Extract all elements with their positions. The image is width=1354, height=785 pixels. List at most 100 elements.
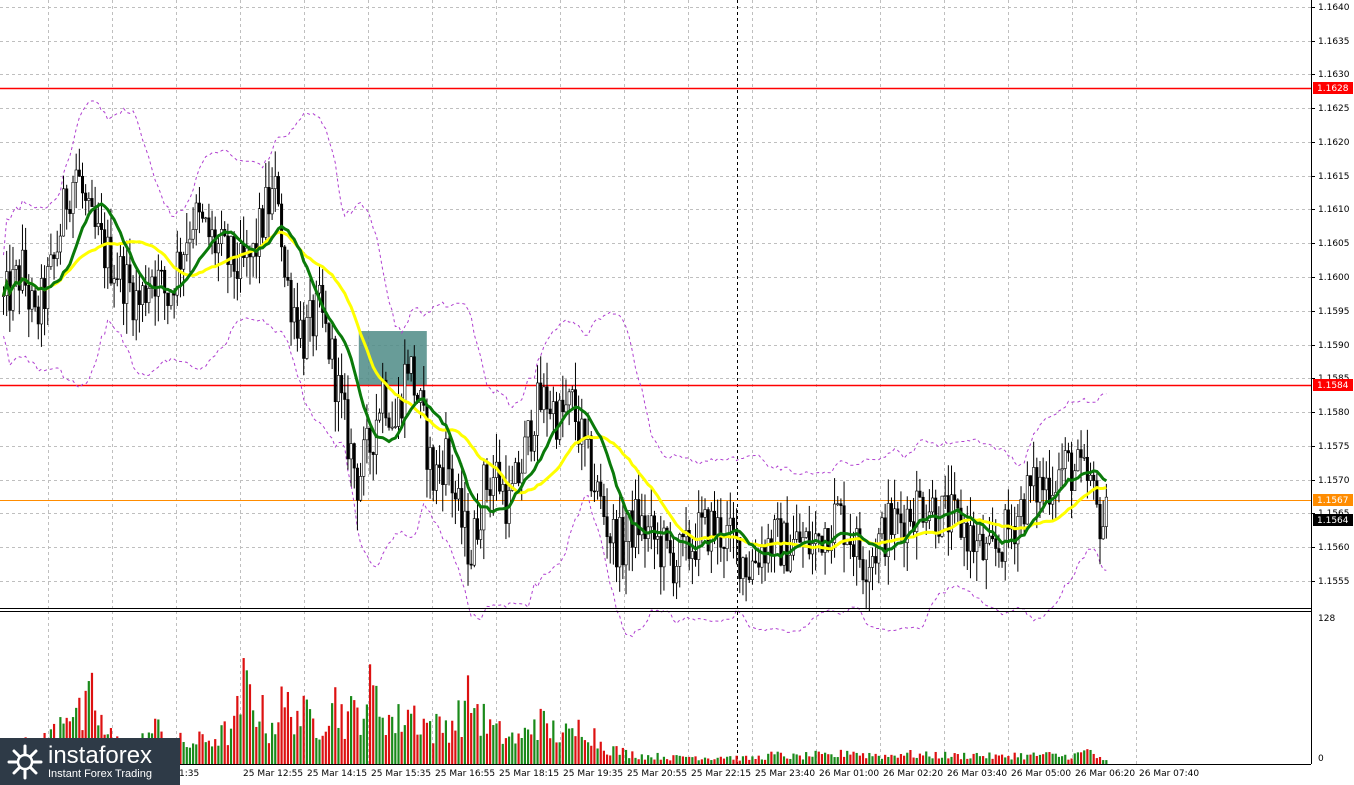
bull-candle [305, 317, 309, 359]
time-tick-label: 26 Mar 07:40 [1139, 769, 1199, 779]
volume-bar [422, 718, 425, 764]
bear-candle [1000, 552, 1004, 562]
bear-candle [131, 282, 135, 321]
volume-bar [1079, 752, 1083, 764]
volume-bar [258, 721, 261, 764]
volume-bar [1051, 753, 1054, 764]
bear-candle [1066, 450, 1070, 454]
bear-candle [163, 269, 167, 294]
bull-candle [728, 517, 732, 526]
time-tick-label: 26 Mar 03:40 [947, 769, 1007, 779]
bull-candle [690, 551, 694, 559]
volume-bar [593, 728, 596, 764]
volume-bar [732, 759, 735, 764]
bull-candle [580, 418, 584, 445]
volume-bar [340, 704, 343, 764]
volume-bar [773, 754, 776, 764]
price-tick-label: 1.1615 [1318, 172, 1350, 182]
bull-candle [270, 188, 274, 215]
volume-bar [726, 756, 729, 764]
bull-candle [393, 426, 397, 428]
volume-bar [1064, 754, 1067, 764]
bull-candle [640, 515, 644, 536]
volume-bar [590, 745, 593, 764]
volume-bar [362, 718, 365, 764]
bear-candle [384, 379, 388, 419]
brand-tagline: Instant Forex Trading [48, 767, 152, 780]
volume-bar [394, 733, 397, 764]
volume-bar [735, 755, 738, 764]
bull-candle [185, 242, 189, 255]
bear-candle [602, 495, 606, 517]
volume-bar [637, 759, 640, 764]
volume-bar [700, 759, 703, 764]
volume-bar [1092, 753, 1095, 764]
bull-candle [194, 202, 198, 230]
bull-candle [156, 269, 160, 297]
volume-bar [650, 757, 653, 764]
bear-candle [81, 175, 85, 194]
bear-candle [65, 188, 69, 210]
volume-bar [653, 759, 656, 764]
volume-bar [782, 756, 786, 764]
bull-candle [330, 338, 334, 360]
bear-candle [621, 517, 625, 566]
volume-bar [391, 716, 394, 764]
volume-bar [454, 730, 457, 764]
volume-bar [612, 746, 615, 764]
bear-candle [302, 319, 306, 359]
volume-bar [533, 719, 536, 764]
bull-candle [378, 412, 382, 421]
bull-candle [1089, 474, 1093, 481]
bear-candle [1041, 476, 1045, 491]
volume-bar [523, 727, 526, 764]
bull-candle [1044, 477, 1048, 491]
bear-candle [160, 269, 164, 272]
volume-bar [884, 754, 887, 764]
volume-bar [337, 727, 340, 764]
bear-candle [321, 284, 325, 313]
bear-candle [447, 438, 451, 470]
bear-candle [956, 499, 960, 509]
bear-candle [488, 489, 492, 496]
volume-bar [1029, 754, 1032, 764]
bull-candle [112, 278, 116, 284]
bear-candle [498, 461, 502, 492]
volume-bar [492, 725, 495, 764]
bear-candle [706, 509, 710, 552]
volume-bar [514, 743, 517, 764]
bear-candle [1006, 509, 1010, 530]
volume-bar [940, 757, 944, 764]
bull-candle [773, 519, 777, 555]
volume-bar [526, 729, 530, 764]
volume-bar [435, 713, 438, 764]
bull-candle [188, 238, 192, 244]
bear-candle [77, 169, 81, 177]
bear-candle [90, 198, 94, 207]
bull-candle [1019, 499, 1023, 517]
volume-bar [312, 718, 315, 764]
bear-candle [343, 392, 347, 400]
current-price-tag [1313, 514, 1353, 526]
bull-candle [96, 223, 100, 227]
volume-bar [315, 737, 318, 764]
bull-candle [359, 476, 363, 501]
bull-candle [678, 534, 682, 567]
bear-candle [178, 251, 182, 270]
volume-bar [214, 739, 217, 764]
volume-bar [849, 754, 852, 764]
volume-bar [605, 754, 609, 764]
time-tick-label: 25 Mar 22:15 [691, 769, 751, 779]
volume-bar [912, 757, 915, 764]
volume-bar [827, 754, 830, 764]
bull-candle [656, 536, 660, 540]
volume-bar [441, 732, 444, 764]
bull-candle [788, 554, 792, 572]
volume-bar [757, 755, 760, 764]
bull-candle [526, 420, 530, 438]
bear-candle [874, 556, 878, 564]
volume-bar [697, 760, 700, 764]
bull-candle [482, 464, 486, 531]
bear-candle [981, 533, 985, 560]
time-tick-label: 1:35 [179, 769, 199, 779]
